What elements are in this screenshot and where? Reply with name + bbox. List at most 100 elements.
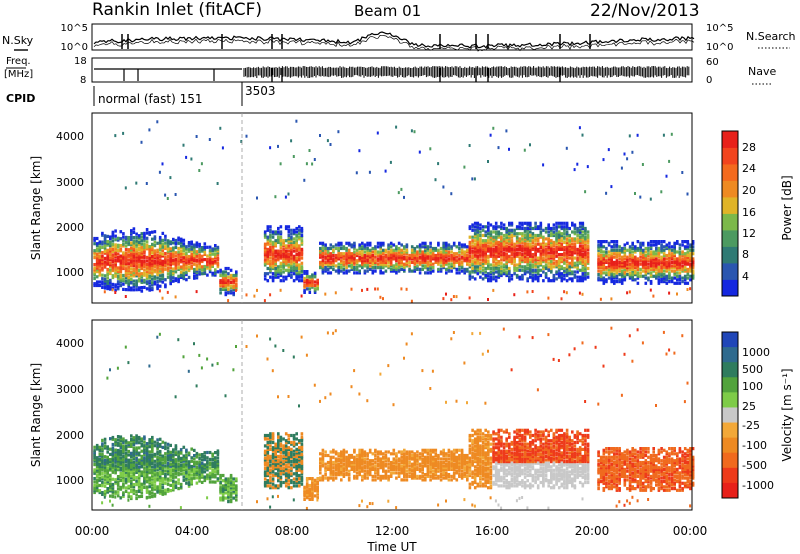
velocity-cell [177,453,180,458]
power-cell [497,246,501,250]
power-cell [552,247,556,251]
power-cell [366,266,369,270]
power-cell [618,266,621,270]
power-cell [513,272,516,276]
power-cell [101,242,104,246]
power-cell [613,264,616,268]
power-cell [269,260,272,264]
power-cell [526,249,529,253]
power-cell [536,270,540,274]
power-cell [166,242,170,246]
power-cell [434,246,438,251]
power-cell [678,260,682,264]
power-cell [560,239,564,243]
power-cell [599,274,603,278]
power-cell [127,265,130,269]
velocity-cell [106,455,109,459]
power-cell [476,266,480,271]
power-cell [531,277,535,281]
velocity-cell [119,437,123,441]
power-cell [211,263,214,267]
power-cell [277,272,280,276]
power-cell [269,235,272,239]
power-cell [673,252,676,256]
power-cell [476,246,480,250]
power-cell [584,246,587,250]
power-cell [287,239,291,243]
power-cell [620,273,624,277]
power-cell [599,253,603,258]
power-cell [426,253,430,258]
power-cell [641,241,645,245]
power-cell [652,294,655,298]
power-cell [584,226,587,231]
power-cell [634,266,637,270]
power-cell [686,262,690,266]
power-cell [649,260,653,264]
power-cell [321,267,325,271]
power-cell [641,259,645,263]
velocity-cell [135,448,138,452]
power-cell [529,272,532,276]
power-cell [340,262,343,266]
power-cell [458,257,461,261]
power-cell [584,277,587,281]
velocity-cell [161,445,165,449]
power-cell [366,241,369,245]
velocity-cell [140,482,144,486]
power-cell [274,258,277,262]
power-cell [660,259,663,263]
velocity-cell [172,488,175,492]
power-cell [145,245,149,249]
power-cell [647,259,650,263]
power-cell [544,266,548,271]
power-cell [172,255,175,259]
power-cell [158,269,162,273]
velocity-cell [140,470,144,474]
power-cell [513,263,516,267]
power-cell [263,299,266,303]
power-cell [681,250,684,254]
power-cell [662,252,666,256]
power-cell [227,272,230,276]
power-cell [382,257,385,261]
velocity-cell [116,487,120,491]
noise-sky-trace [93,31,695,49]
power-cell [287,228,291,232]
power-cell [177,246,180,251]
velocity-cell [187,484,191,488]
velocity-cell [98,464,102,468]
power-cell [484,270,487,274]
power-cell [95,249,99,253]
velocity-cell [166,477,170,481]
power-cell [151,263,154,267]
power-cell [308,290,312,294]
power-cell [387,257,390,261]
power-cell [657,252,661,256]
power-cell [379,253,382,258]
power-cell [531,268,535,272]
power-cell [119,268,123,272]
power-cell [98,261,102,265]
power-cell [208,263,212,267]
power-cell [481,265,485,269]
power-cell [429,245,432,249]
power-cell [397,246,401,251]
power-cell [116,243,120,247]
power-cell [156,257,159,261]
power-cell [95,268,99,272]
velocity-cell [114,439,117,444]
velocity-cell [182,463,186,467]
power-cell [279,265,283,269]
power-cell [342,267,346,271]
velocity-cell [182,445,186,449]
power-cell [620,260,624,264]
power-cell [169,269,172,273]
power-cell [547,251,550,255]
power-cell [691,266,695,270]
power-cell [164,246,167,250]
power-cell [214,252,217,256]
velocity-cell [161,470,165,474]
power-cell [151,282,154,286]
power-cell [526,228,529,232]
